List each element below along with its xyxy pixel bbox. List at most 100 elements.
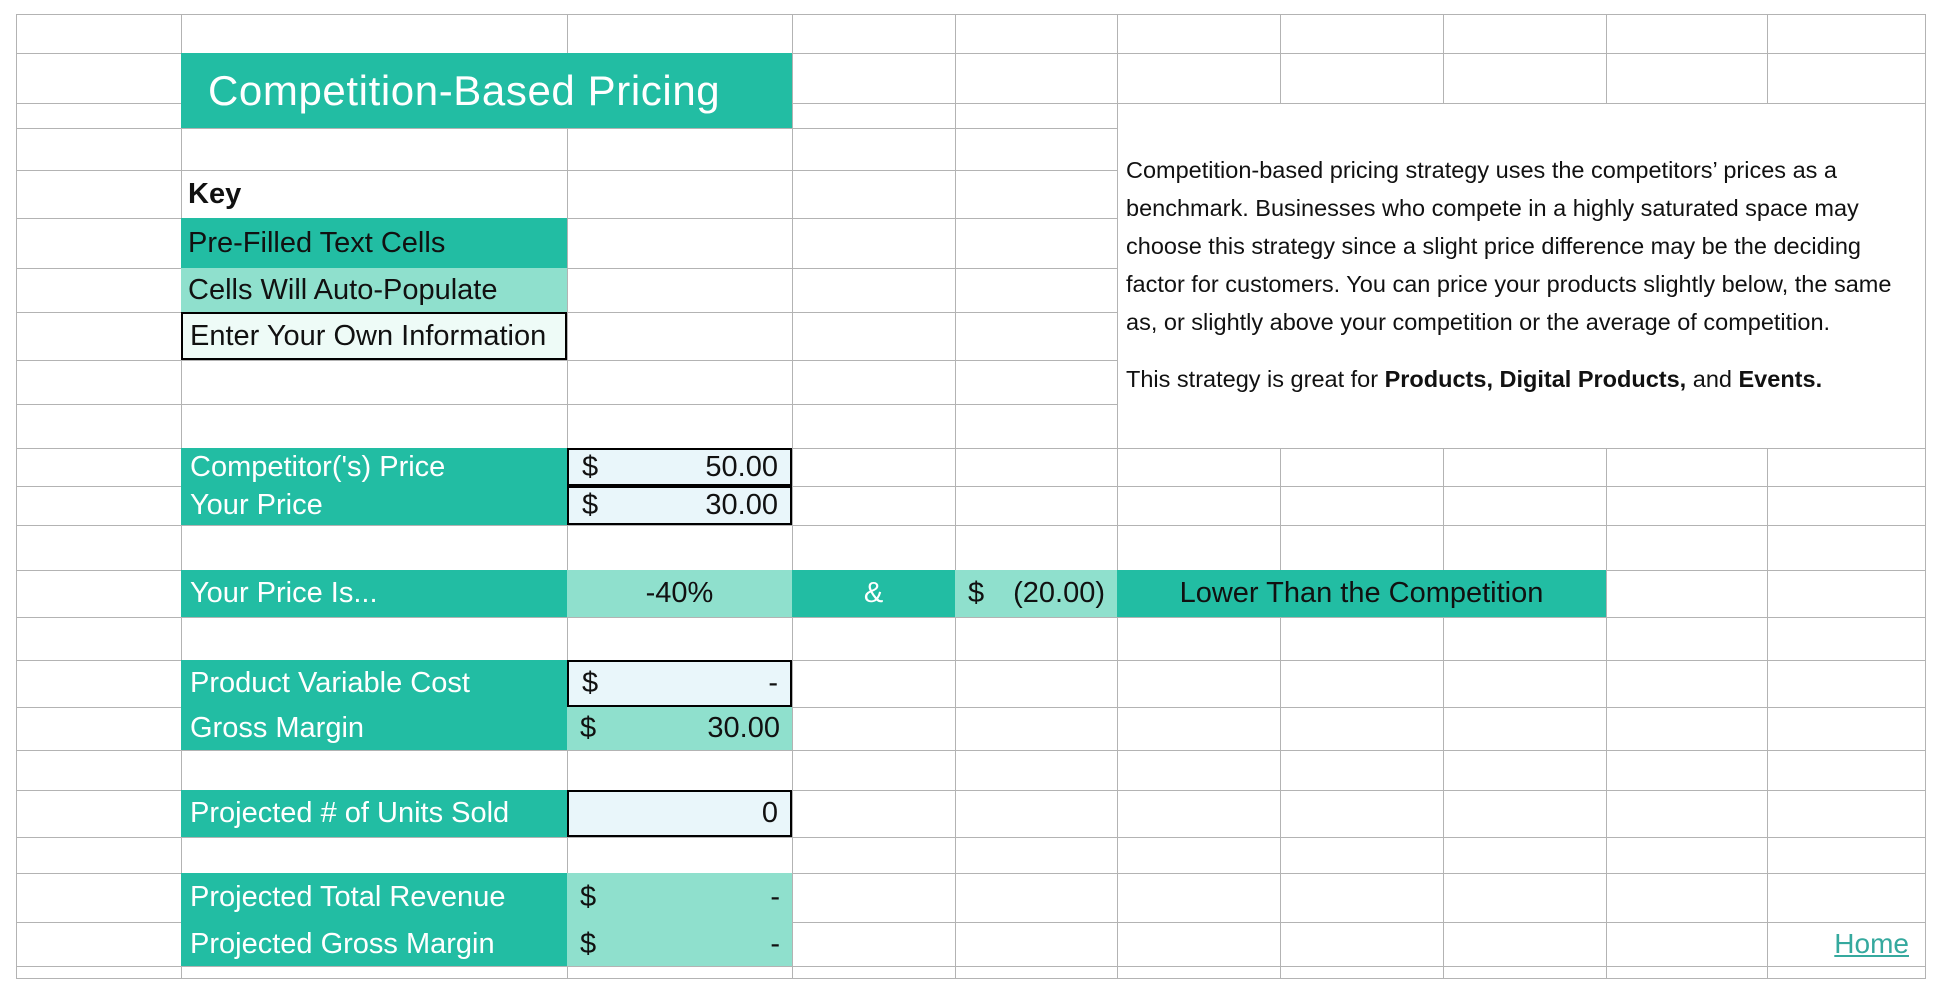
grid-cell [1443,837,1606,873]
price-comparison-label: Your Price Is... [181,570,567,617]
grid-cell [1606,53,1767,103]
currency-symbol: $ [580,881,597,913]
grid-cell [792,448,955,486]
home-link[interactable]: Home [1834,928,1909,959]
projected-gross-margin-label: Projected Gross Margin [181,922,567,966]
grid-cell [1280,617,1443,660]
grid-cell [955,448,1117,486]
grid-cell [1117,15,1280,53]
grid-cell [1443,966,1606,978]
grid-cell [17,525,181,570]
grid-cell [1280,660,1443,707]
grid-cell [567,312,792,360]
grid-cell [567,404,792,448]
grid-cell [1767,448,1925,486]
grid-cell [181,525,567,570]
projected-gross-margin-cell: $ - [567,922,792,966]
projected-total-revenue-value: - [770,881,780,913]
grid-cell [792,525,955,570]
grid-cell [1280,448,1443,486]
grid-cell [1117,750,1280,790]
grid-cell [17,218,181,268]
grid-cell [17,170,181,218]
key-autopopulate-cells: Cells Will Auto-Populate [181,268,567,312]
gross-margin-value: 30.00 [707,712,780,744]
grid-cell [1606,448,1767,486]
projected-total-revenue-cell: $ - [567,873,792,922]
grid-cell [1117,448,1280,486]
key-enter-own-information: Enter Your Own Information [181,312,567,360]
grid-cell [17,922,181,966]
grid-cell [955,486,1117,525]
grid-cell [792,486,955,525]
grid-cell [792,966,955,978]
grid-cell [17,966,181,978]
grid-cell [181,750,567,790]
grid-cell [1443,750,1606,790]
grid-cell [1117,707,1280,750]
competitor-price-label: Competitor('s) Price [181,448,567,486]
grid-cell [1280,525,1443,570]
projected-units-sold-input[interactable]: 0 [567,790,792,837]
description-text: Competition-based pricing strategy uses … [1126,157,1892,335]
grid-cell [1117,617,1280,660]
page-title-banner: Competition-Based Pricing [181,53,792,128]
grid-cell [1117,525,1280,570]
grid-cell [17,873,181,922]
grid-cell [567,525,792,570]
grid-cell [792,218,955,268]
competitor-price-input[interactable]: $ 50.00 [567,448,792,486]
grid-cell [792,53,955,103]
grid-cell [1117,53,1280,103]
grid-cell [955,15,1117,53]
grid-cell [1280,873,1443,922]
grid-cell [955,128,1117,170]
grid-cell [792,268,955,312]
grid-cell [955,312,1117,360]
grid-cell [181,15,567,53]
grid-cell [1117,660,1280,707]
gross-margin-value-cell: $ 30.00 [567,707,792,750]
grid-cell [17,53,181,103]
strategy-prefix: This strategy is great for [1126,366,1385,392]
grid-cell [1280,966,1443,978]
grid-cell [17,790,181,837]
home-link-cell: Home [1767,922,1925,966]
spreadsheet: Competition-Based Pricing Competition-ba… [16,14,1926,979]
price-difference-percent: -40% [567,570,792,617]
grid-cell [1117,837,1280,873]
grid-cell [1443,448,1606,486]
grid-cell [792,170,955,218]
grid-cell [1767,707,1925,750]
grid-cell [1280,837,1443,873]
grid-cell [17,707,181,750]
grid-cell [17,837,181,873]
grid-cell [1443,790,1606,837]
grid-cell [567,837,792,873]
product-variable-cost-label: Product Variable Cost [181,660,567,707]
grid-cell [1117,873,1280,922]
grid-cell [955,966,1117,978]
grid-cell [1606,660,1767,707]
grid-cell [17,404,181,448]
grid-cell [1443,660,1606,707]
grid-cell [1443,15,1606,53]
grid-cell [955,360,1117,404]
currency-symbol: $ [968,577,985,609]
grid-cell [1443,617,1606,660]
grid-cell [955,268,1117,312]
grid-cell [1606,707,1767,750]
grid-cell [955,873,1117,922]
grid-cell [1443,873,1606,922]
grid-cell [1117,922,1280,966]
grid-cell [792,404,955,448]
your-price-input[interactable]: $ 30.00 [567,486,792,525]
grid-cell [567,268,792,312]
grid-cell [17,660,181,707]
strategy-bold-products: Products, Digital Products, [1384,366,1687,392]
grid-cell [955,922,1117,966]
grid-cell [792,873,955,922]
grid-cell [955,750,1117,790]
grid-cell [17,15,181,53]
product-variable-cost-input[interactable]: $ - [567,660,792,707]
